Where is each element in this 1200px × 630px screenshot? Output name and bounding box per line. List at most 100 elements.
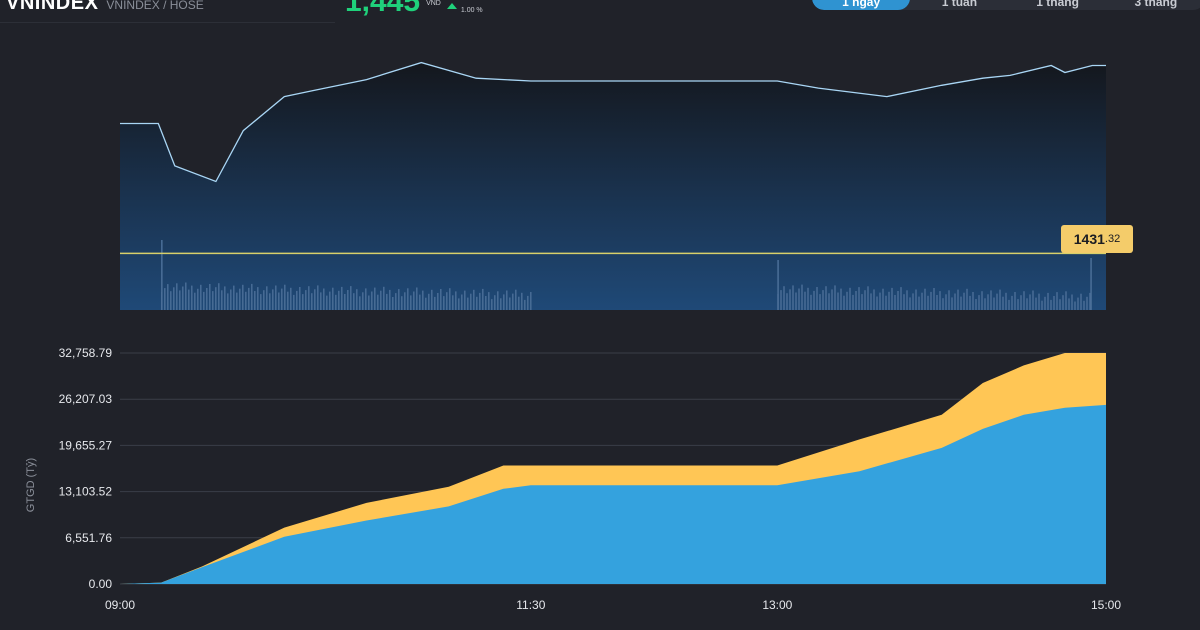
volume-bar [413, 291, 415, 310]
volume-bar [813, 290, 815, 310]
volume-bar [819, 294, 821, 310]
volume-bar [795, 292, 797, 310]
volume-bar [783, 286, 785, 310]
volume-bar [437, 293, 439, 310]
volume-bar [1017, 299, 1019, 310]
volume-bar [197, 288, 199, 310]
volume-bar [882, 288, 884, 310]
volume-bar [485, 296, 487, 310]
reference-price-dec: .32 [1104, 233, 1121, 245]
tab-3-months[interactable]: 3 tháng [1134, 0, 1178, 9]
volume-bar [825, 286, 827, 310]
volume-bar [1032, 290, 1034, 310]
volume-bar [377, 294, 379, 310]
volume-bar [1008, 299, 1010, 310]
volume-bar [341, 286, 343, 310]
volume-bar [488, 292, 490, 310]
volume-bar [302, 294, 304, 310]
volume-bar [266, 286, 268, 310]
volume-bar [239, 288, 241, 310]
volume-bar [170, 291, 172, 310]
volume-bar [1044, 296, 1046, 310]
volume-bar [245, 291, 247, 310]
volume-bar [933, 288, 935, 310]
volume-bar [888, 291, 890, 310]
x-tick-label: 11:30 [516, 598, 545, 612]
volume-bar [1089, 292, 1091, 310]
volume-bar [849, 287, 851, 310]
volume-bar [359, 296, 361, 310]
x-axis-ticks: 09:00 11:30 13:00 15:00 [105, 598, 1121, 612]
volume-bar [389, 289, 391, 310]
volume-bar [167, 284, 169, 310]
volume-bar [497, 291, 499, 310]
volume-bar [846, 291, 848, 310]
volume-bar [530, 292, 532, 310]
volume-bar [1014, 292, 1016, 310]
volume-bar [278, 292, 280, 310]
volume-bar [221, 290, 223, 310]
volume-bar [1011, 295, 1013, 310]
volume-bar [326, 295, 328, 310]
volume-bar [993, 297, 995, 310]
title-divider [0, 22, 335, 23]
volume-bar [807, 287, 809, 310]
volume-bar [362, 292, 364, 310]
volume-bar [951, 297, 953, 310]
volume-bar [942, 298, 944, 310]
tab-1-week[interactable]: 1 tuần [941, 0, 978, 9]
currency-label: VND [426, 0, 441, 7]
volume-bar [855, 291, 857, 310]
volume-bar [407, 288, 409, 310]
y-tick-label: 19,655.27 [59, 438, 113, 452]
volume-bar [518, 296, 520, 310]
volume-bar [981, 291, 983, 310]
volume-bar [464, 290, 466, 310]
volume-bar [383, 286, 385, 310]
volume-bar [380, 290, 382, 310]
volume-bar [269, 293, 271, 310]
price-chart [120, 61, 1106, 310]
volume-bar [897, 291, 899, 310]
tab-1-day[interactable]: 1 ngày [812, 0, 911, 10]
volume-bar [876, 296, 878, 310]
volume-bar [975, 299, 977, 310]
reference-price-badge: 1431.32 [1061, 225, 1133, 253]
volume-bar [434, 296, 436, 310]
value-chart: 0.00 6,551.76 13,103.52 19,655.27 26,207.03 3… [25, 346, 1121, 612]
volume-bar [1053, 296, 1055, 310]
volume-bar [1065, 291, 1067, 310]
volume-bar [966, 288, 968, 310]
volume-bar [314, 289, 316, 310]
volume-bar [885, 295, 887, 310]
volume-bar [521, 292, 523, 310]
index-subtitle: VNINDEX / HOSE [106, 0, 204, 12]
volume-bar [984, 298, 986, 310]
volume-bar [173, 287, 175, 310]
volume-bar [843, 295, 845, 310]
y-axis-ticks: 0.00 6,551.76 13,103.52 19,655.27 26,207.03 3… [59, 346, 113, 591]
volume-bar [260, 294, 262, 310]
volume-bar [371, 291, 373, 310]
volume-bar [1005, 292, 1007, 310]
volume-bar [930, 291, 932, 310]
x-tick-label: 15:00 [1091, 598, 1121, 612]
tab-1-month[interactable]: 1 tháng [1036, 0, 1079, 9]
volume-bar [257, 287, 259, 310]
volume-bar [191, 285, 193, 310]
volume-bar [918, 296, 920, 310]
volume-bar [404, 292, 406, 310]
volume-bar [999, 289, 1001, 310]
volume-bar [1029, 294, 1031, 310]
header: VNINDEX VNINDEX / HOSE 1,445 VND 1.00 % … [0, 0, 1200, 24]
volume-bar [293, 294, 295, 310]
volume-bar [515, 289, 517, 310]
volume-bar [275, 285, 277, 310]
volume-bar [236, 292, 238, 310]
volume-bar [176, 283, 178, 310]
volume-bar [452, 295, 454, 310]
volume-bar [305, 290, 307, 310]
volume-bar [822, 290, 824, 310]
volume-bar [194, 292, 196, 310]
volume-bar [494, 295, 496, 310]
